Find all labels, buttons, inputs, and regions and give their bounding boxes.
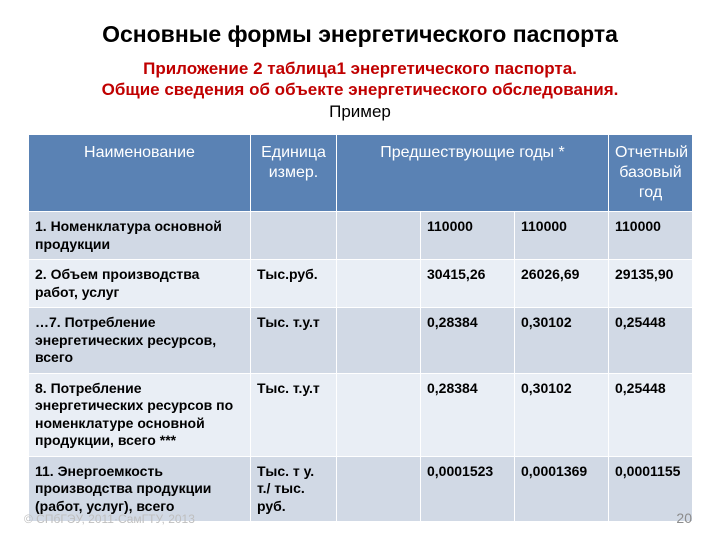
cell-v1: 0,28384 <box>421 373 515 456</box>
slide: Основные формы энергетического паспорта … <box>0 0 720 540</box>
cell-name: 1. Номенклатура основной продукции <box>29 212 251 260</box>
cell-unit: Тыс.руб. <box>251 260 337 308</box>
cell-unit: Тыс. т.у.т <box>251 373 337 456</box>
cell-v3: 0,25448 <box>609 373 693 456</box>
cell-v2: 26026,69 <box>515 260 609 308</box>
cell-blank <box>337 373 421 456</box>
cell-unit: Тыс. т у. т./ тыс. руб. <box>251 456 337 522</box>
cell-unit: Тыс. т.у.т <box>251 308 337 374</box>
cell-v1: 0,0001523 <box>421 456 515 522</box>
table-row: 8. Потребление энергетических ресурсов п… <box>29 373 693 456</box>
cell-v1: 30415,26 <box>421 260 515 308</box>
footer-copyright: © СПбГЭУ, 2011·СамГТУ, 2013 <box>24 512 195 526</box>
cell-v2: 110000 <box>515 212 609 260</box>
cell-v2: 0,30102 <box>515 308 609 374</box>
subtitle-line2: Общие сведения об объекте энергетическог… <box>102 80 619 99</box>
cell-v3: 29135,90 <box>609 260 693 308</box>
subtitle: Приложение 2 таблица1 энергетического па… <box>50 58 670 122</box>
slide-number: 20 <box>676 510 692 526</box>
cell-blank <box>337 308 421 374</box>
th-name: Наименование <box>29 135 251 212</box>
cell-v3: 110000 <box>609 212 693 260</box>
subtitle-line1: Приложение 2 таблица1 энергетического па… <box>143 59 577 78</box>
cell-unit <box>251 212 337 260</box>
table-row: 1. Номенклатура основной продукции 11000… <box>29 212 693 260</box>
subtitle-line3: Пример <box>329 102 391 121</box>
cell-blank <box>337 260 421 308</box>
cell-v1: 110000 <box>421 212 515 260</box>
cell-v2: 0,30102 <box>515 373 609 456</box>
data-table: Наименование Единица измер. Предшествующ… <box>28 134 693 522</box>
table-header-row: Наименование Единица измер. Предшествующ… <box>29 135 693 212</box>
cell-blank <box>337 456 421 522</box>
table-row: 2. Объем производства работ, услуг Тыс.р… <box>29 260 693 308</box>
cell-name: …7. Потребление энергетических ресурсов,… <box>29 308 251 374</box>
cell-name: 2. Объем производства работ, услуг <box>29 260 251 308</box>
th-unit: Единица измер. <box>251 135 337 212</box>
cell-v3: 0,25448 <box>609 308 693 374</box>
cell-v2: 0,0001369 <box>515 456 609 522</box>
th-base-year: Отчетный базовый год <box>609 135 693 212</box>
table-row: …7. Потребление энергетических ресурсов,… <box>29 308 693 374</box>
cell-blank <box>337 212 421 260</box>
cell-name: 8. Потребление энергетических ресурсов п… <box>29 373 251 456</box>
cell-v1: 0,28384 <box>421 308 515 374</box>
th-prev-years: Предшествующие годы * <box>337 135 609 212</box>
page-title: Основные формы энергетического паспорта <box>40 20 680 49</box>
